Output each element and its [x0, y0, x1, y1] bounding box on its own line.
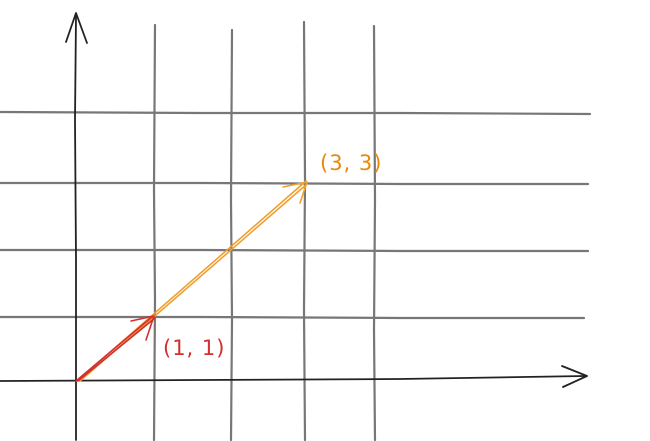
x-axis-arrow-head [561, 365, 588, 388]
label-1-1: (1, 1) [163, 336, 225, 360]
grid-line-y2 [0, 248, 590, 253]
vector-1-1-shaft-second-stroke [77, 317, 156, 382]
label-3-3: (3, 3) [320, 151, 382, 175]
x-axis [0, 375, 586, 382]
grid-line-x4 [372, 24, 377, 441]
y-axis-arrow-head [65, 12, 88, 44]
vertical-grid-lines [152, 20, 377, 441]
grid-line-y3 [0, 181, 590, 186]
grid-line-x1 [152, 23, 157, 441]
vector-3-3-arrow-head [282, 181, 308, 204]
axes [0, 12, 588, 441]
grid-line-y1 [0, 315, 586, 320]
horizontal-grid-lines [0, 110, 592, 320]
vector-1-1 [75, 315, 156, 382]
vector-1-1-arrow-head [130, 315, 155, 341]
vector-1-1-shaft [75, 315, 154, 382]
grid-line-x3 [302, 20, 307, 441]
y-axis [74, 15, 77, 441]
grid-line-y4 [0, 110, 592, 116]
grid-line-x2 [229, 28, 234, 441]
